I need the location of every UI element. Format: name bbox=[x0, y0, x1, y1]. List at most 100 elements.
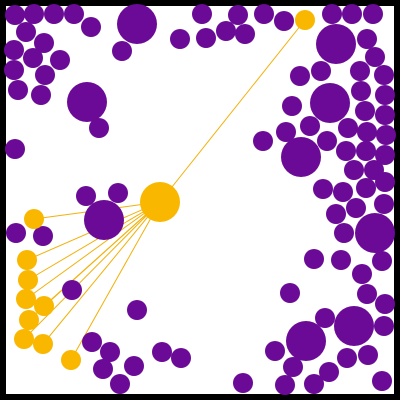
neutral-cell[interactable] bbox=[117, 4, 157, 44]
neutral-cell[interactable] bbox=[254, 4, 274, 24]
neutral-cell[interactable] bbox=[334, 223, 354, 243]
player-cell-left-6[interactable] bbox=[19, 310, 39, 330]
neutral-cell[interactable] bbox=[112, 41, 132, 61]
neutral-cell[interactable] bbox=[375, 294, 395, 314]
neutral-cell[interactable] bbox=[5, 139, 25, 159]
neutral-cell[interactable] bbox=[336, 141, 356, 161]
neutral-cell[interactable] bbox=[358, 345, 378, 365]
neutral-cell[interactable] bbox=[374, 65, 394, 85]
neutral-cell[interactable] bbox=[355, 213, 395, 253]
neutral-cell[interactable] bbox=[34, 33, 54, 53]
neutral-cell[interactable] bbox=[337, 348, 357, 368]
neutral-cell[interactable] bbox=[276, 122, 296, 142]
neutral-cell[interactable] bbox=[4, 60, 24, 80]
neutral-cell[interactable] bbox=[265, 341, 285, 361]
neutral-cell[interactable] bbox=[33, 226, 53, 246]
neutral-cell[interactable] bbox=[192, 4, 212, 24]
neutral-cell[interactable] bbox=[283, 357, 303, 377]
neutral-cell[interactable] bbox=[322, 4, 342, 24]
player-cell-left-2[interactable] bbox=[17, 250, 37, 270]
neutral-cell[interactable] bbox=[351, 81, 371, 101]
neutral-cell[interactable] bbox=[344, 160, 364, 180]
neutral-cell[interactable] bbox=[363, 4, 383, 24]
neutral-cell[interactable] bbox=[76, 186, 96, 206]
neutral-cell[interactable] bbox=[313, 179, 333, 199]
neutral-cell[interactable] bbox=[196, 28, 216, 48]
neutral-cell[interactable] bbox=[5, 5, 25, 25]
player-cell-left-7[interactable] bbox=[14, 329, 34, 349]
neutral-cell[interactable] bbox=[6, 223, 26, 243]
neutral-cell[interactable] bbox=[311, 61, 331, 81]
neutral-cell[interactable] bbox=[152, 342, 172, 362]
player-cell-bottom[interactable] bbox=[61, 350, 81, 370]
neutral-cell[interactable] bbox=[310, 83, 350, 123]
neutral-cell[interactable] bbox=[316, 24, 356, 64]
neutral-cell[interactable] bbox=[127, 300, 147, 320]
neutral-cell[interactable] bbox=[280, 283, 300, 303]
neutral-cell[interactable] bbox=[228, 5, 248, 25]
neutral-cell[interactable] bbox=[300, 116, 320, 136]
neutral-cell[interactable] bbox=[356, 141, 376, 161]
neutral-cell[interactable] bbox=[374, 316, 394, 336]
neutral-cell[interactable] bbox=[282, 96, 302, 116]
neutral-cell[interactable] bbox=[326, 204, 346, 224]
neutral-cell[interactable] bbox=[274, 11, 294, 31]
neutral-cell[interactable] bbox=[357, 29, 377, 49]
neutral-cell[interactable] bbox=[304, 249, 324, 269]
player-cell-left-8[interactable] bbox=[33, 334, 53, 354]
neutral-cell[interactable] bbox=[253, 131, 273, 151]
neutral-cell[interactable] bbox=[333, 182, 353, 202]
neutral-cell[interactable] bbox=[375, 172, 395, 192]
neutral-cell[interactable] bbox=[170, 29, 190, 49]
neutral-cell[interactable] bbox=[319, 362, 339, 382]
player-cell-top-right[interactable] bbox=[295, 10, 315, 30]
neutral-cell[interactable] bbox=[372, 371, 392, 391]
neutral-cell[interactable] bbox=[81, 17, 101, 37]
neutral-cell[interactable] bbox=[93, 359, 113, 379]
neutral-cell[interactable] bbox=[84, 200, 124, 240]
neutral-cell[interactable] bbox=[350, 61, 370, 81]
neutral-cell[interactable] bbox=[375, 105, 395, 125]
neutral-cell[interactable] bbox=[334, 306, 374, 346]
neutral-cell[interactable] bbox=[315, 308, 335, 328]
player-cell-left-5[interactable] bbox=[34, 296, 54, 316]
neutral-cell[interactable] bbox=[355, 101, 375, 121]
neutral-cell[interactable] bbox=[304, 374, 324, 394]
neutral-cell[interactable] bbox=[16, 22, 36, 42]
neutral-cell[interactable] bbox=[44, 4, 64, 24]
neutral-cell[interactable] bbox=[67, 82, 107, 122]
neutral-cell[interactable] bbox=[352, 264, 372, 284]
neutral-cell[interactable] bbox=[110, 374, 130, 394]
neutral-cell[interactable] bbox=[24, 4, 44, 24]
neutral-cell[interactable] bbox=[290, 66, 310, 86]
neutral-cell[interactable] bbox=[357, 122, 377, 142]
neutral-cell[interactable] bbox=[100, 342, 120, 362]
neutral-cell[interactable] bbox=[281, 137, 321, 177]
neutral-cell[interactable] bbox=[275, 375, 295, 395]
neutral-cell[interactable] bbox=[64, 4, 84, 24]
neutral-cell[interactable] bbox=[365, 47, 385, 67]
player-cell-left-1[interactable] bbox=[24, 209, 44, 229]
neutral-cell[interactable] bbox=[357, 284, 377, 304]
neutral-cell[interactable] bbox=[331, 250, 351, 270]
neutral-cell[interactable] bbox=[35, 65, 55, 85]
player-hub-cell[interactable] bbox=[140, 182, 180, 222]
neutral-cell[interactable] bbox=[346, 198, 366, 218]
neutral-cell[interactable] bbox=[376, 125, 396, 145]
neutral-cell[interactable] bbox=[356, 178, 376, 198]
neutral-cell[interactable] bbox=[338, 118, 358, 138]
neutral-cell[interactable] bbox=[286, 321, 326, 361]
neutral-cell[interactable] bbox=[235, 24, 255, 44]
neutral-cell[interactable] bbox=[23, 48, 43, 68]
neutral-cell[interactable] bbox=[317, 131, 337, 151]
player-cell-left-4[interactable] bbox=[16, 289, 36, 309]
neutral-cell[interactable] bbox=[108, 183, 128, 203]
neutral-cell[interactable] bbox=[89, 118, 109, 138]
neutral-cell[interactable] bbox=[216, 21, 236, 41]
neutral-cell[interactable] bbox=[171, 348, 191, 368]
player-cell-left-3[interactable] bbox=[18, 270, 38, 290]
neutral-cell[interactable] bbox=[62, 280, 82, 300]
neutral-cell[interactable] bbox=[4, 40, 24, 60]
neutral-cell[interactable] bbox=[124, 356, 144, 376]
